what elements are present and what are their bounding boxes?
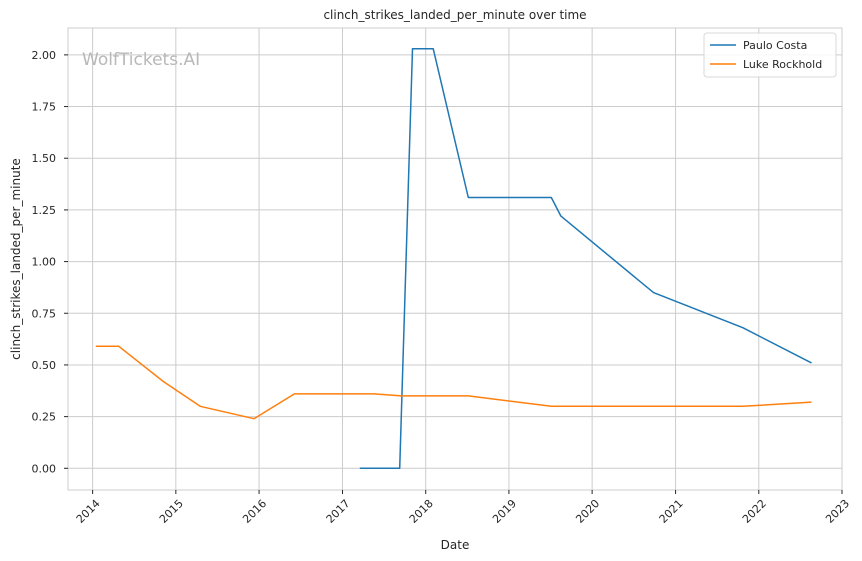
legend-entry-label: Paulo Costa [743,39,807,52]
legend-box [703,32,837,78]
grid-lines [68,28,843,490]
y-tick-label: 1.00 [32,256,57,269]
y-tick-label: 1.25 [32,204,57,217]
watermark: WolfTickets.AI [82,50,200,70]
series-line-paulo-costa [359,47,812,470]
plot-area [67,27,843,491]
series-layer [95,47,812,470]
y-tick-label: 2.00 [32,49,57,62]
y-tick-label: 0.50 [32,359,57,372]
legend-entry-label: Luke Rockhold [743,58,822,71]
y-tick-label: 1.75 [32,101,57,114]
chart-title: clinch_strikes_landed_per_minute over ti… [323,8,586,22]
y-tick-label: 0.00 [32,462,57,475]
y-tick-label: 0.25 [32,411,57,424]
legend: Paulo Costa Luke Rockhold [703,32,837,78]
y-axis-label: clinch_strikes_landed_per_minute [9,158,23,360]
x-axis-label: Date [441,538,470,552]
y-tick-label: 1.50 [32,152,57,165]
y-tick-label: 0.75 [32,307,57,320]
series-line-luke-rockhold [95,345,812,420]
y-axis-ticks: 0.00 0.25 0.50 0.75 1.00 1.25 1.50 1.75 2.00 [32,49,68,475]
